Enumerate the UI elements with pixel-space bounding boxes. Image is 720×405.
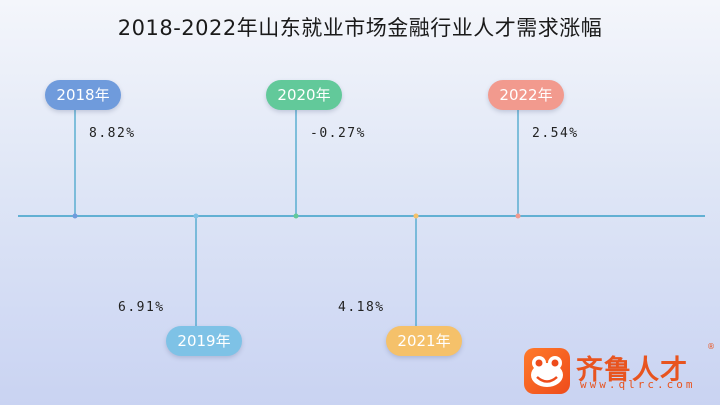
year-label: 2018年 — [45, 80, 121, 110]
year-label: 2022年 — [488, 80, 564, 110]
timeline-node — [72, 213, 78, 219]
frog-icon — [524, 348, 570, 394]
year-label: 2020年 — [266, 80, 342, 110]
timeline-node — [413, 213, 419, 219]
value-label: 2.54% — [532, 126, 579, 141]
value-label: -0.27% — [310, 126, 366, 141]
year-label: 2021年 — [386, 326, 462, 356]
logo-registered-mark: ® — [707, 342, 715, 351]
chart-title: 2018-2022年山东就业市场金融行业人才需求涨幅 — [117, 16, 603, 40]
timeline-node — [515, 213, 521, 219]
value-label: 4.18% — [338, 300, 385, 315]
logo-url: www.qlrc.com — [580, 378, 696, 391]
value-label: 8.82% — [89, 126, 136, 141]
timeline-node — [293, 213, 299, 219]
timeline-node — [193, 213, 199, 219]
year-label: 2019年 — [166, 326, 242, 356]
logo-name: 齐鲁人才 — [576, 355, 688, 386]
value-label: 6.91% — [118, 300, 165, 315]
